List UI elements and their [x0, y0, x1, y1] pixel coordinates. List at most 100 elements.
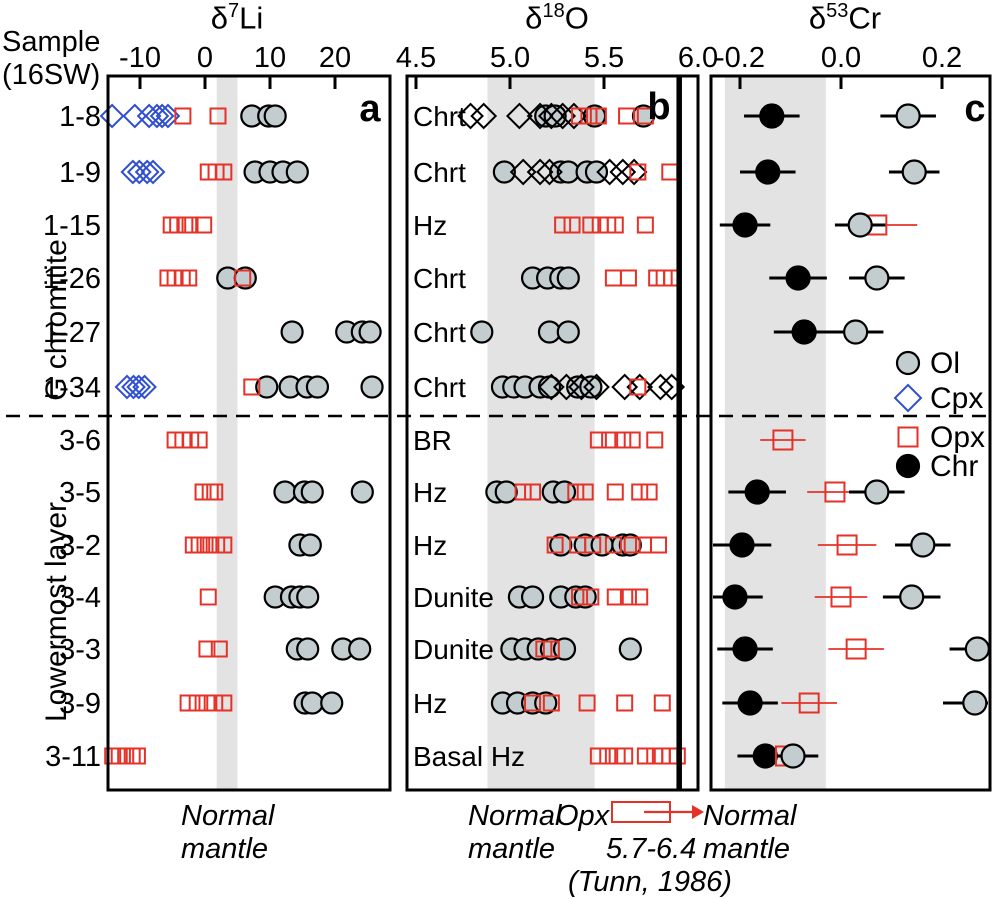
opx-point — [184, 536, 202, 554]
cpx-point — [126, 374, 152, 400]
ol-point — [520, 585, 545, 609]
ol-point — [358, 320, 382, 344]
axis-tick-label: 6.0 — [678, 42, 718, 74]
ol-point — [280, 320, 304, 344]
opx-point — [210, 640, 228, 658]
sample-label: 3-4 — [59, 582, 101, 614]
cpx-point — [536, 158, 563, 186]
opx-point — [614, 431, 632, 449]
opx-point — [542, 640, 560, 658]
chr-point — [791, 319, 817, 345]
ol-point — [320, 691, 344, 715]
axis-title-d18o: δ18O — [525, 0, 589, 36]
ol-point — [847, 212, 873, 238]
ol-point — [843, 319, 869, 345]
rock-type-label: Basal Hz — [413, 741, 525, 772]
ol-point — [255, 375, 279, 399]
normal-mantle-c-line1: Normal — [703, 800, 797, 832]
ol-point — [273, 480, 297, 504]
opx-point — [215, 163, 233, 181]
opx-point — [209, 107, 227, 125]
sample-label: 1-26 — [43, 263, 101, 295]
legend-label-ol: Ol — [930, 347, 960, 380]
axis-tick-label: -0.2 — [715, 42, 765, 74]
axis-tick-label: 5.5 — [584, 42, 624, 74]
superscript: 7 — [228, 0, 240, 22]
ol-point — [962, 690, 988, 716]
panel-border-a — [106, 74, 392, 792]
rock-type-label: Dunite — [413, 582, 494, 613]
opx-point — [578, 694, 596, 712]
opx-point — [631, 588, 649, 606]
cpx-point — [140, 159, 166, 185]
opx-point — [128, 747, 146, 765]
rock-type-label: Chrt — [413, 372, 466, 403]
opx-point — [206, 483, 224, 501]
opx-point — [215, 536, 233, 554]
ol-point — [901, 159, 927, 185]
opx-point — [619, 588, 637, 606]
opx-range-reference: (Tunn, 1986) — [568, 866, 732, 898]
opx-point — [616, 747, 634, 765]
opx-point — [631, 483, 649, 501]
opx-point — [629, 163, 647, 181]
cpx-point — [470, 102, 498, 130]
ol-point — [492, 160, 516, 184]
sample-label: 3-3 — [59, 634, 101, 666]
opx-point — [606, 216, 624, 234]
rock-type-label: Chrt — [413, 263, 466, 294]
axis-title-d7li: δ7Li — [211, 0, 264, 36]
legend-chr-icon — [895, 453, 921, 479]
sample-header-line1: Sample — [2, 26, 101, 58]
opx-point — [563, 216, 581, 234]
opx-point — [234, 269, 252, 287]
opx-point — [580, 107, 598, 125]
group-label-g-chromitite: G chromitite — [40, 239, 73, 401]
opx-point — [616, 694, 634, 712]
opx-point — [514, 483, 532, 501]
opx-point — [830, 586, 852, 608]
cpx-point — [120, 159, 146, 185]
sample-label: 3-5 — [59, 477, 101, 509]
rock-type-label: Hz — [413, 477, 447, 508]
opx-point — [576, 483, 594, 501]
normal-mantle-a-line2: mantle — [181, 833, 269, 865]
sample-label: 3-9 — [59, 688, 101, 720]
cpx-point — [526, 102, 554, 130]
axis-tick-label: 0.0 — [821, 42, 861, 74]
rock-type-label: Dunite — [413, 634, 494, 665]
opx-point — [524, 483, 542, 501]
group-label-lowermost-layer: Lowermost layer — [40, 501, 73, 723]
opx-point — [606, 588, 624, 606]
cpx-point — [620, 158, 648, 186]
axis-tick-label: -10 — [119, 42, 161, 74]
opx-point — [196, 536, 214, 554]
legend-label-cpx: Cpx — [930, 382, 984, 415]
ol-point — [543, 104, 567, 128]
sample-header-line2: (16SW) — [2, 59, 101, 91]
opx-point — [190, 431, 208, 449]
opx-point — [582, 216, 600, 234]
opx-point — [618, 107, 636, 125]
chr-point — [755, 159, 781, 185]
panel-border-b — [405, 74, 700, 792]
opx-point — [653, 694, 671, 712]
opx-point — [604, 536, 622, 554]
ol-point — [579, 375, 603, 399]
cpx-point — [99, 103, 125, 129]
cpx-point — [526, 158, 554, 186]
chr-point — [737, 690, 763, 716]
normal-mantle-band-c — [724, 76, 826, 790]
chart-root: 1-8 1-9 1-15 1-26 1-27 1-34 3-6 3-5 3-2 3-4 3-3 3-9… — [6, 42, 994, 823]
opx-point — [243, 378, 261, 396]
ol-point — [895, 103, 921, 129]
cpx-point — [122, 103, 148, 129]
opx-point — [589, 107, 607, 125]
axis-tick-label: 20 — [319, 42, 351, 74]
cpx-point — [549, 102, 577, 130]
normal-mantle-a-line1: Normal — [181, 800, 275, 832]
legend-opx-icon — [897, 426, 919, 448]
opx-point — [604, 269, 622, 287]
opx-point — [623, 431, 641, 449]
